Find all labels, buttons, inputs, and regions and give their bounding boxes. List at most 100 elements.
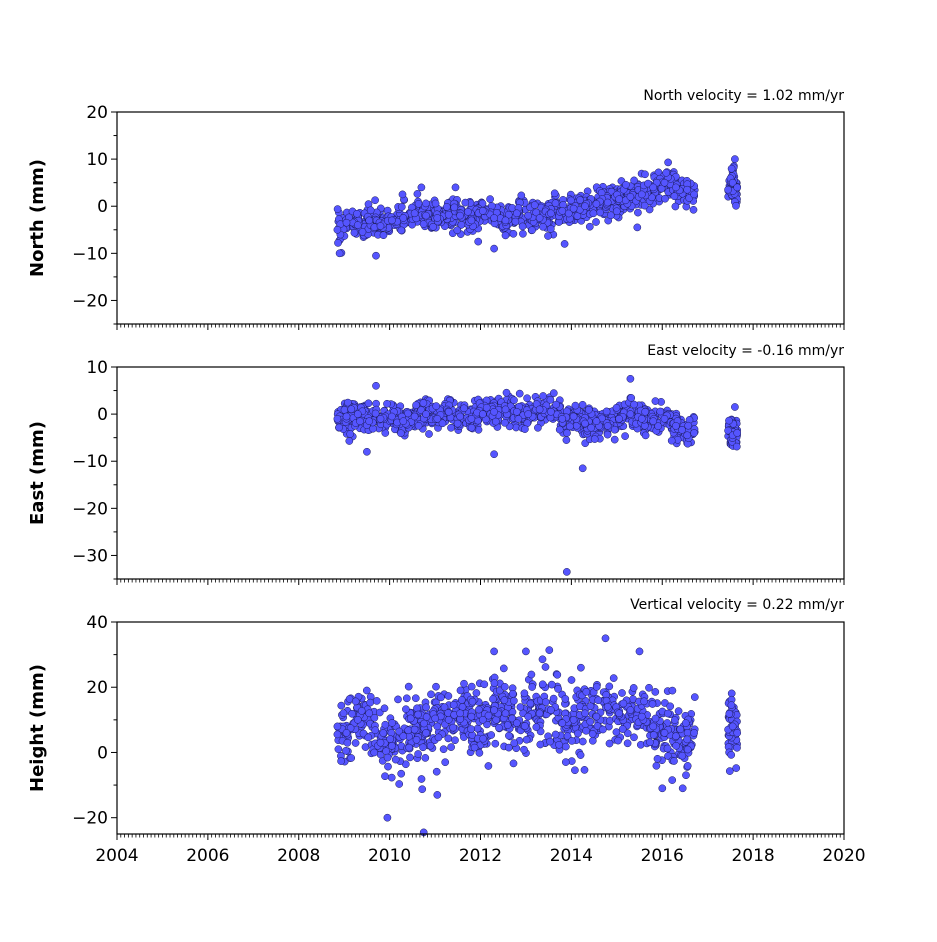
data-point — [527, 670, 536, 679]
data-point — [690, 190, 698, 199]
data-point — [610, 435, 619, 444]
data-point — [337, 757, 345, 765]
data-point — [490, 706, 498, 714]
data-point — [592, 417, 601, 426]
data-point — [671, 202, 680, 211]
data-point — [404, 726, 413, 735]
data-point — [567, 676, 576, 684]
data-point — [353, 715, 362, 724]
data-point — [724, 426, 732, 435]
data-point — [661, 194, 669, 203]
data-point — [474, 237, 483, 246]
height-panel: Vertical velocity = 0.22 mm/yr Height (m… — [27, 597, 866, 866]
data-point — [615, 414, 623, 423]
data-point — [646, 738, 654, 747]
data-point — [508, 689, 517, 698]
data-point — [489, 695, 497, 703]
data-point — [521, 722, 529, 730]
data-point — [380, 704, 389, 713]
data-point — [672, 422, 680, 430]
data-point — [425, 430, 433, 438]
data-point — [627, 394, 636, 402]
data-point — [561, 758, 570, 766]
data-point — [560, 240, 569, 248]
data-point — [449, 700, 458, 709]
data-point — [674, 707, 683, 715]
data-point — [342, 729, 351, 737]
data-point — [609, 674, 618, 682]
data-point — [535, 214, 544, 222]
data-point — [508, 714, 516, 723]
data-point — [490, 450, 498, 459]
data-point — [517, 191, 526, 200]
data-point — [478, 715, 487, 724]
data-point — [602, 407, 611, 416]
data-point — [376, 738, 385, 747]
data-point — [484, 711, 493, 720]
data-point — [615, 709, 623, 718]
data-point — [467, 682, 476, 691]
data-point — [545, 646, 554, 654]
data-point — [397, 769, 406, 778]
data-point — [681, 719, 690, 727]
data-point — [727, 164, 736, 173]
data-point — [453, 226, 462, 235]
data-point — [538, 680, 547, 689]
east-ylabel: East (mm) — [27, 421, 48, 525]
data-point — [633, 223, 642, 232]
data-point — [592, 683, 601, 691]
data-point — [521, 425, 529, 433]
data-point — [511, 217, 520, 226]
north-markers — [333, 155, 742, 260]
data-point — [418, 785, 427, 794]
data-point — [460, 679, 468, 688]
data-point — [388, 216, 396, 225]
y-tick-label: 0 — [97, 405, 108, 425]
data-point — [334, 745, 343, 754]
data-point — [414, 421, 423, 430]
data-point — [491, 417, 500, 426]
data-point — [630, 176, 638, 185]
data-point — [587, 423, 596, 432]
data-point — [535, 709, 544, 718]
y-tick-label: −30 — [72, 546, 108, 566]
data-point — [333, 730, 342, 739]
data-point — [456, 412, 464, 421]
data-point — [490, 244, 498, 253]
data-point — [554, 685, 562, 693]
data-point — [451, 736, 459, 745]
data-point — [670, 716, 679, 724]
data-point — [623, 739, 632, 748]
data-point — [499, 664, 508, 673]
data-point — [683, 728, 692, 737]
data-point — [447, 423, 455, 432]
data-point — [342, 412, 351, 421]
data-point — [732, 764, 741, 772]
data-point — [653, 754, 662, 763]
data-point — [388, 742, 396, 750]
data-point — [555, 740, 563, 749]
data-point — [651, 688, 660, 696]
data-point — [547, 407, 555, 416]
data-point — [690, 429, 698, 437]
data-point — [576, 751, 585, 759]
data-point — [618, 689, 626, 697]
data-point — [534, 423, 542, 432]
data-point — [641, 407, 650, 416]
data-point — [337, 701, 346, 710]
data-point — [546, 737, 554, 746]
data-point — [640, 201, 649, 210]
data-point — [649, 183, 658, 192]
data-point — [682, 771, 690, 780]
data-point — [641, 170, 649, 179]
data-point — [501, 231, 510, 240]
data-point — [356, 417, 364, 426]
data-point — [379, 231, 388, 240]
data-point — [447, 743, 455, 751]
data-point — [449, 723, 457, 732]
data-point — [422, 713, 431, 721]
data-point — [612, 207, 621, 216]
data-point — [444, 715, 453, 724]
data-point — [629, 684, 638, 692]
